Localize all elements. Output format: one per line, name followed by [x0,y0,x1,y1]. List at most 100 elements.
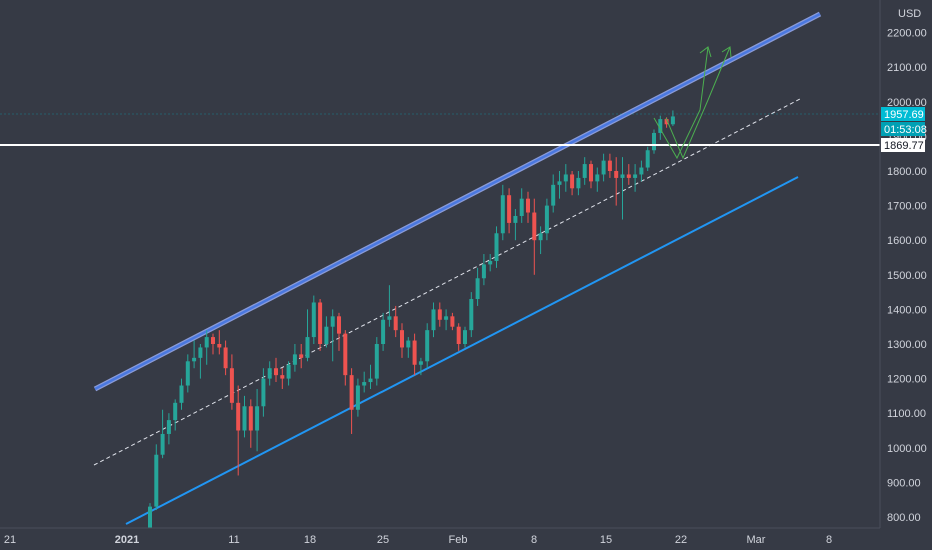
x-tick-label: 8 [531,534,537,546]
candle[interactable] [229,354,234,410]
candle[interactable] [261,368,266,417]
candle[interactable] [519,188,524,223]
candle[interactable] [444,309,449,331]
candle[interactable] [324,316,329,348]
candle[interactable] [198,344,203,379]
candle[interactable] [576,171,581,196]
candle[interactable] [526,191,530,223]
candle[interactable] [160,409,165,459]
candle[interactable] [607,153,612,178]
candle[interactable] [481,254,486,286]
candle[interactable] [211,333,215,355]
candle[interactable] [274,357,278,383]
candle[interactable] [330,309,335,362]
candle[interactable] [645,146,650,171]
candle[interactable] [431,302,436,338]
candle[interactable] [299,344,304,369]
candle[interactable] [551,174,556,213]
candle[interactable] [223,340,228,376]
candle[interactable] [374,337,379,386]
candle[interactable] [387,285,392,327]
candle[interactable] [437,302,442,327]
candle[interactable] [507,188,512,234]
candle-body [664,119,669,125]
candle[interactable] [286,361,291,386]
projection-path-1[interactable] [653,46,709,160]
candle[interactable] [305,309,310,362]
candle[interactable] [185,354,190,393]
candle[interactable] [368,364,373,389]
candle[interactable] [563,164,568,192]
candle-body [513,215,518,223]
candle[interactable] [620,157,625,220]
candle[interactable] [538,226,543,255]
candle[interactable] [633,164,638,192]
candle[interactable] [626,164,631,185]
y-tick-label: 2200.00 [887,28,927,40]
x-tick-label: 11 [228,534,239,546]
candle[interactable] [463,326,467,348]
candle[interactable] [469,292,474,338]
candle-body [620,174,625,178]
candle[interactable] [337,312,341,351]
candle-body [324,326,329,344]
candle[interactable] [658,115,663,140]
candle[interactable] [311,295,316,344]
projection-path-2[interactable] [665,46,731,160]
candle[interactable] [582,157,587,185]
candle[interactable] [400,323,404,358]
candle[interactable] [349,368,354,434]
candle[interactable] [425,323,430,369]
candle[interactable] [355,378,360,417]
candle[interactable] [173,399,178,431]
candle[interactable] [204,330,209,365]
candle[interactable] [570,171,575,196]
candle[interactable] [236,385,241,476]
candle[interactable] [513,209,518,241]
candle[interactable] [179,378,184,410]
candle[interactable] [381,312,386,351]
candle[interactable] [406,337,411,358]
time-scale[interactable]: 21 2021 11 18 25 Feb 8 15 22 Mar 8 [0,527,932,550]
candle[interactable] [532,198,537,275]
candle[interactable] [456,323,461,351]
candle[interactable] [595,167,600,192]
candle[interactable] [166,413,171,445]
price-scale[interactable]: USD 800.00 900.00 1000.00 1100.00 1200.00 130… [879,0,932,528]
candle-body [469,299,474,331]
candle[interactable] [450,312,455,331]
candle-body [431,309,436,331]
candle[interactable] [488,254,493,272]
candle[interactable] [154,444,159,511]
candle[interactable] [475,267,480,306]
candle[interactable] [670,110,675,127]
candle[interactable] [292,344,297,372]
candle[interactable] [217,330,222,355]
candle[interactable] [544,198,549,241]
candle[interactable] [418,357,423,376]
candle[interactable] [393,305,398,338]
candle[interactable] [343,330,348,386]
candle[interactable] [248,399,253,448]
candle[interactable] [652,129,656,154]
candle[interactable] [589,160,593,189]
candle[interactable] [242,395,247,438]
candle[interactable] [318,299,323,351]
candle[interactable] [255,388,260,452]
candle-body [160,433,165,455]
candle-body [166,420,171,434]
candle-body [286,364,291,379]
candle[interactable] [494,226,499,268]
candle[interactable] [280,368,285,389]
candle[interactable] [639,160,644,182]
candle[interactable] [557,171,562,199]
candle[interactable] [500,184,505,241]
candle[interactable] [192,340,197,369]
candle[interactable] [412,333,417,376]
candle[interactable] [601,153,606,182]
candle[interactable] [267,361,272,386]
x-tick-label: 21 [4,534,16,546]
candle[interactable] [362,371,367,393]
candle[interactable] [614,157,619,206]
